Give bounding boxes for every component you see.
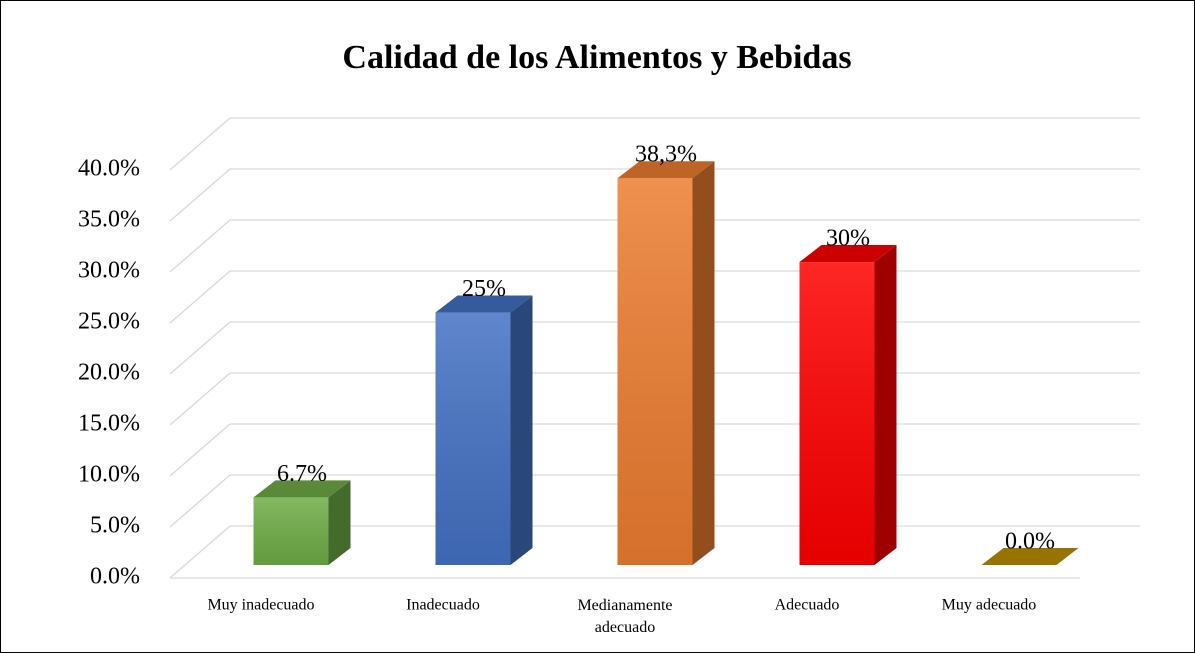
grid-line-side [169,219,231,273]
y-tick-label: 10.0% [78,462,140,488]
y-tick-label: 15.0% [78,411,140,437]
bar-front-shine [799,262,875,565]
x-tick-label: Adecuado [775,597,840,614]
chart-title: Calidad de los Alimentos y Bebidas [342,39,851,76]
grid-line-side [169,423,231,477]
grid-line-side [169,525,231,579]
bar-side [692,161,715,566]
bar-top [435,295,533,313]
value-label: 0.0% [1005,529,1055,555]
bar-top [799,245,897,263]
bar-front-shine [435,312,511,565]
y-tick-label: 5.0% [90,513,140,539]
y-tick-label: 25.0% [78,309,140,335]
y-tick-label: 30.0% [78,258,140,284]
y-tick-label: 20.0% [78,360,140,386]
y-tick-label: 0.0% [90,564,140,590]
value-label: 25% [462,276,506,302]
value-label: 38,3% [635,142,697,168]
x-tick-label-line: adecuado [595,619,655,636]
bar-top [253,480,351,498]
y-tick-label: 35.0% [78,207,140,233]
y-tick-label: 40.0% [78,156,140,182]
grid-line-side [169,474,231,528]
grid-line-side [169,168,231,222]
x-tick-label: Medianamente adecuado [577,597,672,636]
x-tick-label: Muy inadecuado [207,597,314,614]
bar-top [981,548,1079,565]
bar-side [510,295,533,565]
x-tick-label: Inadecuado [406,597,480,614]
bar-front-shine [253,497,329,565]
x-tick-label: Muy adecuado [942,597,1037,614]
grid-line-side [169,321,231,375]
bar-side [328,480,351,565]
grid-line-side [169,372,231,426]
bar-side [874,245,897,565]
x-tick-label-line: Medianamente [577,597,672,614]
bar-front-shine [617,178,693,566]
bar-top [617,161,715,179]
grid-line-side [169,270,231,324]
value-label: 6.7% [277,461,327,487]
grid-line-side [169,117,231,171]
value-label: 30% [826,226,870,252]
